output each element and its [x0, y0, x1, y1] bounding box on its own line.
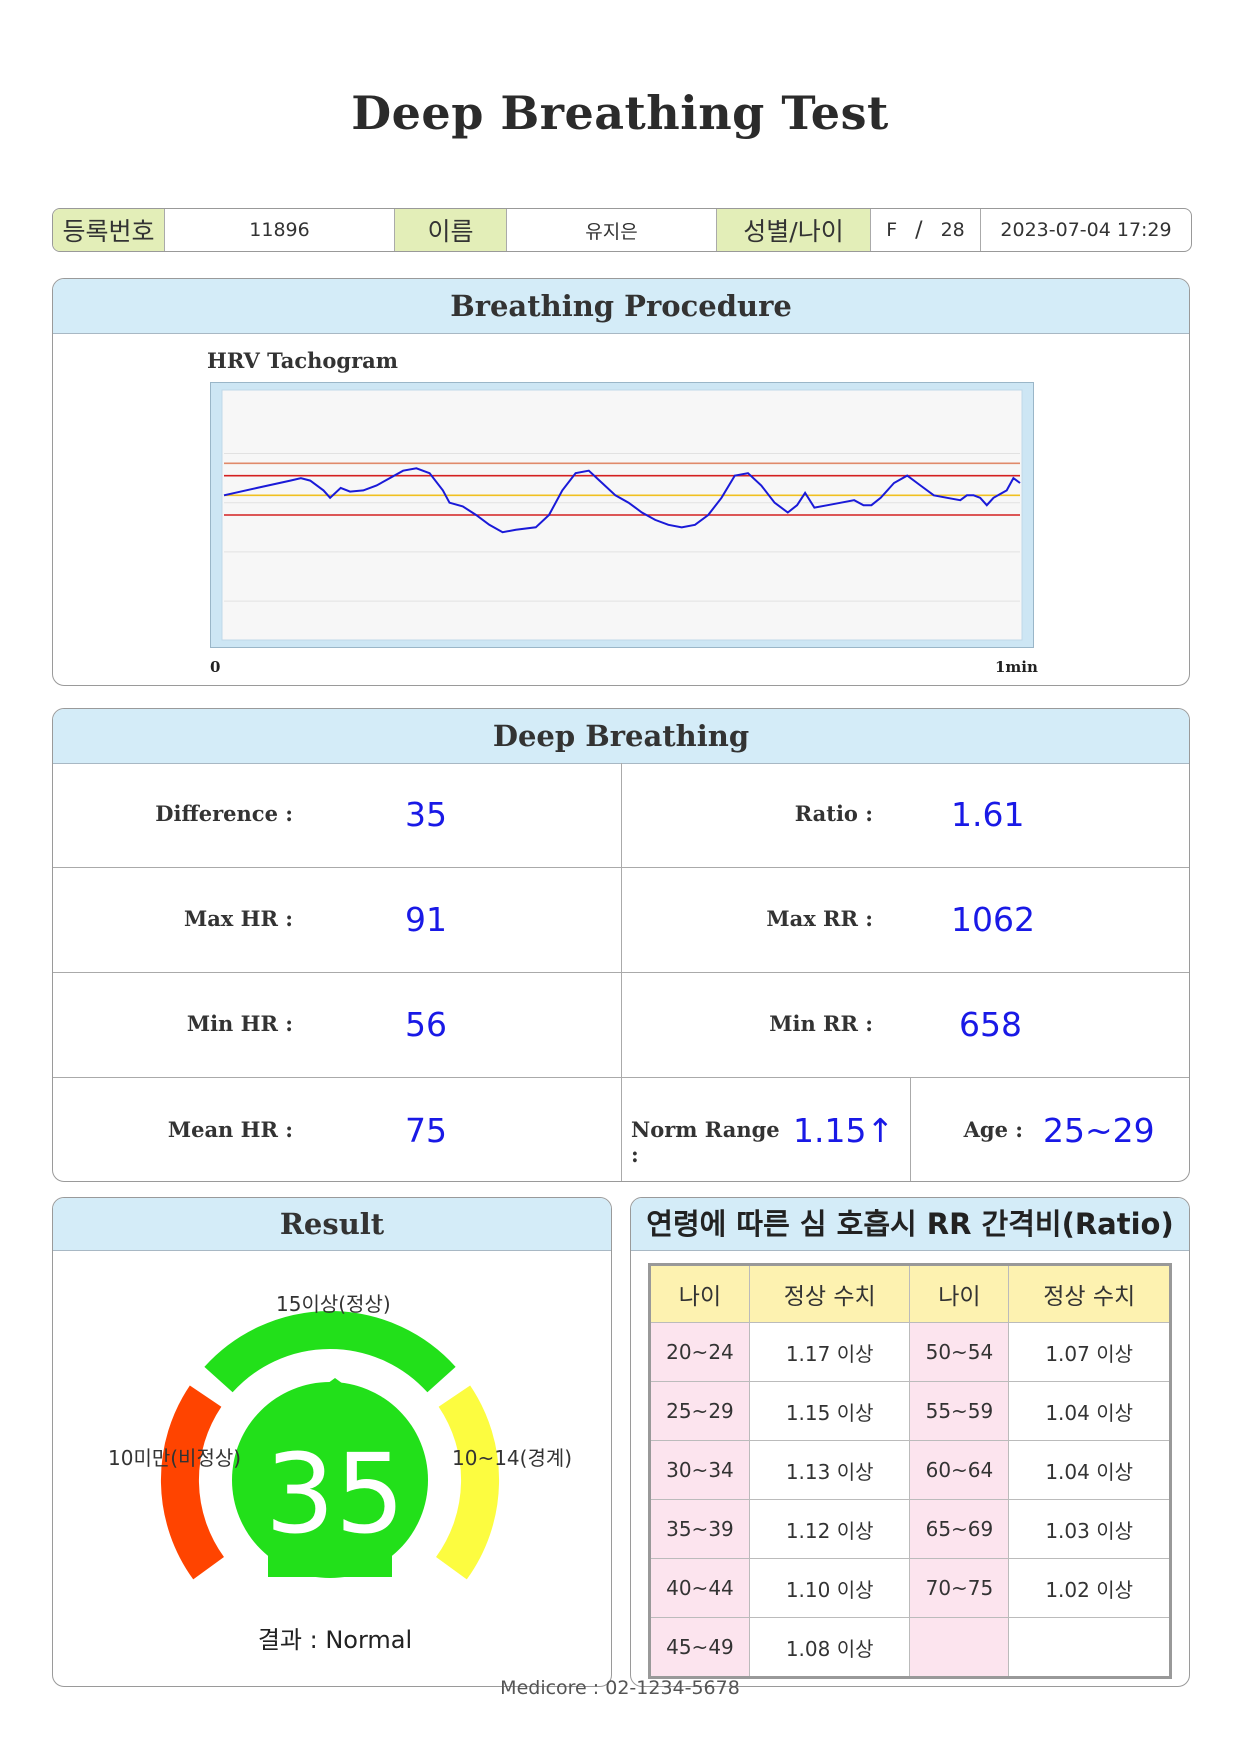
result-header: Result [53, 1198, 611, 1251]
age-cell: 20~24 [649, 1322, 750, 1382]
gauge-value-base [268, 1525, 392, 1577]
gauge-normal-arc [204, 1311, 456, 1393]
normal-value-cell: 1.10 이상 [748, 1558, 911, 1618]
age-range-value: 25~29 [1043, 1111, 1155, 1150]
normal-value-cell: 1.07 이상 [1008, 1322, 1171, 1382]
name-value: 유지은 [507, 209, 717, 251]
age-cell [909, 1617, 1010, 1678]
max-hr-label: Max HR : [183, 906, 293, 931]
min-rr-value: 658 [959, 1005, 1022, 1044]
age-cell: 70~75 [909, 1558, 1010, 1618]
sex-age-value: F / 28 [871, 209, 981, 251]
column-divider [910, 1077, 911, 1181]
gauge-label-normal: 15이상(정상) [276, 1292, 391, 1316]
breathing-procedure-panel: Breathing Procedure [52, 278, 1190, 686]
normal-value-cell: 1.17 이상 [748, 1322, 911, 1382]
hrv-tachogram-chart [210, 382, 1034, 648]
grid-lines [224, 453, 1020, 602]
min-hr-value: 56 [405, 1005, 447, 1044]
x-tick-start: 0 [210, 658, 221, 676]
mean-hr-value: 75 [405, 1111, 447, 1150]
registration-number-value: 11896 [165, 209, 395, 251]
table-row: 45~49 1.08 이상 [649, 1617, 1171, 1678]
normal-value-cell: 1.02 이상 [1008, 1558, 1171, 1618]
chart-title: HRV Tachogram [207, 348, 399, 373]
age-cell: 40~44 [649, 1558, 750, 1618]
gauge-label-borderline: 10~14(경계) [452, 1446, 573, 1470]
normal-value-cell: 1.12 이상 [748, 1499, 911, 1559]
age-cell: 35~39 [649, 1499, 750, 1559]
ratio-reference-header: 연령에 따른 심 호흡시 RR 간격비(Ratio) [631, 1198, 1189, 1251]
difference-label: Difference : [155, 801, 293, 826]
sex-age-separator: / [915, 217, 923, 243]
normal-value-cell [1008, 1617, 1171, 1678]
normal-value-cell: 1.03 이상 [1008, 1499, 1171, 1559]
gauge-borderline-arc [435, 1385, 500, 1580]
age-range-label: Age : [963, 1117, 1023, 1142]
ratio-reference-panel: 연령에 따른 심 호흡시 RR 간격비(Ratio) [630, 1197, 1190, 1687]
gauge-abnormal-arc [160, 1385, 225, 1580]
age-value: 28 [940, 219, 965, 241]
max-hr-value: 91 [405, 900, 447, 939]
table-row: 30~34 1.13 이상 60~64 1.04 이상 [649, 1440, 1171, 1500]
reference-lines [224, 462, 1020, 516]
min-hr-label: Min HR : [186, 1011, 293, 1036]
table-row: 35~39 1.12 이상 65~69 1.03 이상 [649, 1499, 1171, 1559]
normal-value-cell: 1.04 이상 [1008, 1440, 1171, 1500]
gauge-value: 35 [265, 1430, 405, 1558]
ratio-value: 1.61 [951, 795, 1025, 834]
age-cell: 25~29 [649, 1381, 750, 1441]
sex-age-label: 성별/나이 [717, 209, 871, 251]
table-row: 25~29 1.15 이상 55~59 1.04 이상 [649, 1381, 1171, 1441]
ratio-reference-table: 나이 정상 수치 나이 정상 수치 20~24 1.17 이상 50~54 1.… [648, 1263, 1172, 1679]
norm-range-label: Norm Range : [631, 1117, 780, 1167]
result-gauge [160, 1311, 500, 1580]
gauge-label-abnormal: 10미만(비정상) [108, 1446, 242, 1470]
sex-value: F [886, 219, 898, 241]
column-header-normal-value: 정상 수치 [748, 1264, 911, 1323]
normal-value-cell: 1.08 이상 [748, 1617, 911, 1678]
test-datetime: 2023-07-04 17:29 [1000, 219, 1172, 241]
deep-breathing-panel: Deep Breathing Difference : 35 Ratio : 1… [52, 708, 1190, 1182]
ratio-label: Ratio : [794, 801, 873, 826]
table-row: 20~24 1.17 이상 50~54 1.07 이상 [649, 1322, 1171, 1382]
max-rr-label: Max RR : [766, 906, 873, 931]
min-rr-label: Min RR : [769, 1011, 873, 1036]
result-text: 결과 : Normal [257, 1626, 413, 1654]
page-title: Deep Breathing Test [351, 86, 889, 140]
column-header-age: 나이 [649, 1264, 750, 1323]
normal-value-cell: 1.13 이상 [748, 1440, 911, 1500]
hrv-series-line [223, 467, 1021, 534]
normal-value-cell: 1.15 이상 [748, 1381, 911, 1441]
age-cell: 65~69 [909, 1499, 1010, 1559]
age-cell: 30~34 [649, 1440, 750, 1500]
norm-range-value: 1.15↑ [793, 1111, 895, 1150]
age-cell: 55~59 [909, 1381, 1010, 1441]
age-cell: 50~54 [909, 1322, 1010, 1382]
normal-value-cell: 1.04 이상 [1008, 1381, 1171, 1441]
age-cell: 60~64 [909, 1440, 1010, 1500]
age-cell: 45~49 [649, 1617, 750, 1678]
column-divider [621, 763, 622, 1181]
patient-info-table: 등록번호 11896 이름 유지은 성별/나이 F / 28 2023-07-0… [52, 208, 1192, 252]
difference-value: 35 [405, 795, 447, 834]
result-panel: Result [52, 1197, 612, 1687]
breathing-procedure-header: Breathing Procedure [53, 279, 1189, 334]
mean-hr-label: Mean HR : [167, 1117, 293, 1142]
max-rr-value: 1062 [951, 900, 1035, 939]
x-tick-end: 1min [995, 658, 1038, 676]
column-header-age: 나이 [909, 1264, 1010, 1323]
name-label: 이름 [395, 209, 507, 251]
deep-breathing-header: Deep Breathing [53, 709, 1189, 764]
footer-contact: Medicore : 02-1234-5678 [500, 1677, 740, 1699]
table-row: 40~44 1.10 이상 70~75 1.02 이상 [649, 1558, 1171, 1618]
column-header-normal-value: 정상 수치 [1008, 1264, 1171, 1323]
registration-number-label: 등록번호 [53, 209, 165, 251]
